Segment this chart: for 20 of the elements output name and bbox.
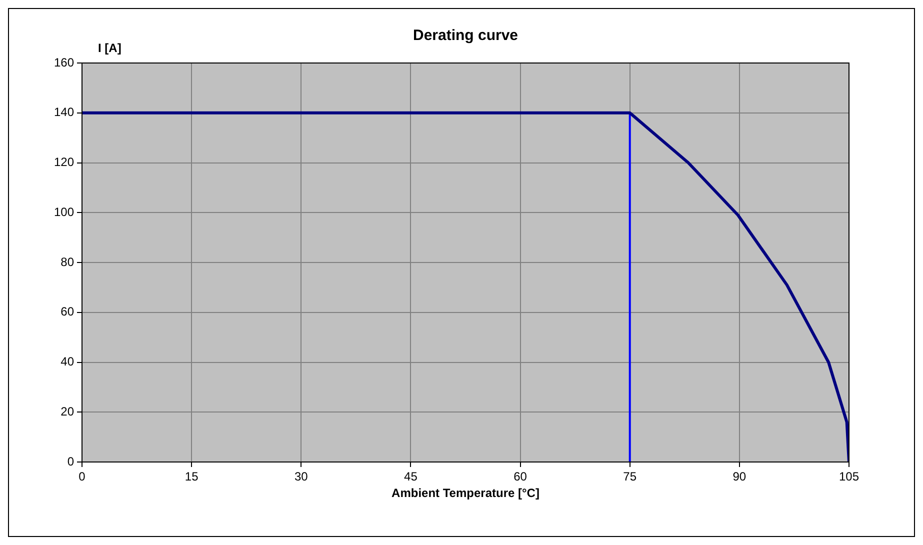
x-tick-label: 75: [623, 470, 637, 484]
x-tick-label: 105: [838, 470, 860, 484]
x-tick-label: 0: [78, 470, 86, 484]
y-tick-label: 20: [60, 404, 74, 418]
x-tick-label: 60: [514, 470, 528, 484]
y-tick-label: 80: [60, 254, 74, 269]
y-tick-label: 60: [60, 304, 74, 319]
y-tick-label: 40: [60, 354, 74, 369]
x-tick-label: 90: [732, 470, 746, 484]
y-tick-label: 120: [54, 155, 74, 170]
x-tick-label: 15: [184, 470, 199, 484]
y-tick-label: 0: [67, 454, 74, 468]
y-tick-label: 100: [54, 204, 74, 219]
x-tick-label: 30: [294, 470, 308, 484]
y-tick-label: 140: [54, 105, 74, 120]
x-tick-label: 45: [404, 470, 418, 484]
y-tick-label: 160: [54, 55, 74, 70]
y-axis-title: I [A]: [98, 41, 122, 55]
chart-title: Derating curve: [412, 27, 518, 44]
x-axis-title: Ambient Temperature [°C]: [392, 486, 540, 500]
